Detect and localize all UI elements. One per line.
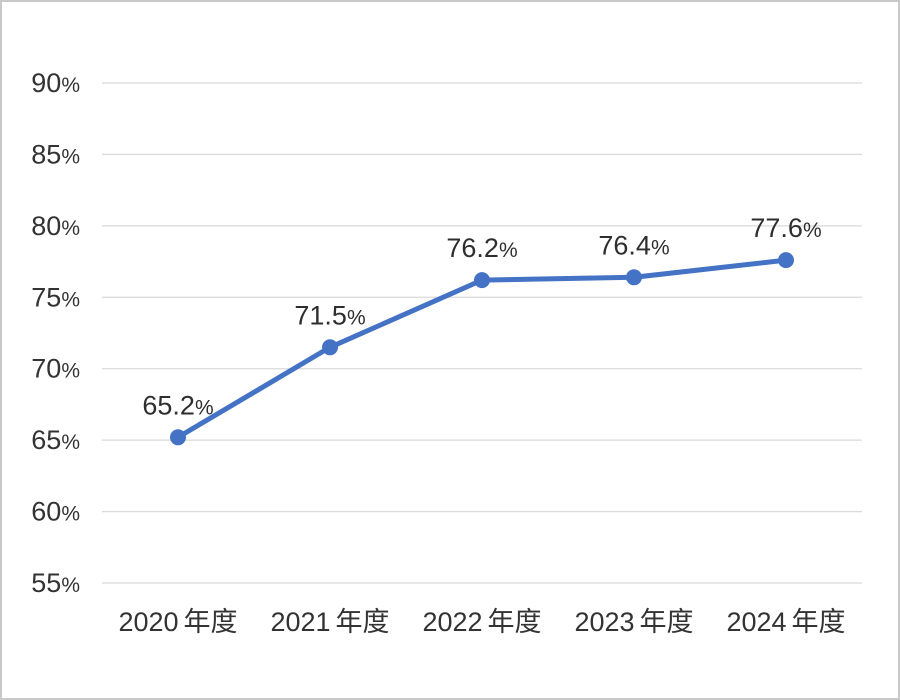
data-point-label: 65.2% — [142, 390, 213, 420]
data-point-marker — [626, 269, 642, 286]
y-axis-tick-label: 55% — [31, 568, 80, 598]
x-axis-category-label: 2020 年度 — [118, 607, 237, 637]
x-axis-category-label: 2023 年度 — [574, 607, 693, 637]
data-point-marker — [778, 252, 794, 269]
y-axis-tick-label: 60% — [31, 497, 80, 527]
y-axis-tick-label: 75% — [31, 282, 80, 312]
y-axis-tick-label: 80% — [31, 211, 80, 241]
data-point-marker — [322, 339, 338, 356]
x-axis-category-label: 2021 年度 — [270, 607, 389, 637]
y-axis-tick-label: 70% — [31, 354, 80, 384]
y-axis-tick-label: 85% — [31, 139, 80, 169]
data-point-label: 76.2% — [446, 233, 517, 263]
data-point-label: 76.4% — [598, 230, 669, 260]
x-axis-category-label: 2022 年度 — [422, 607, 541, 637]
x-axis-category-label: 2024 年度 — [726, 607, 845, 637]
data-point-marker — [170, 429, 186, 446]
y-axis-tick-label: 90% — [31, 68, 80, 98]
data-point-label: 71.5% — [294, 300, 365, 330]
data-point-marker — [474, 272, 490, 289]
y-axis-tick-label: 65% — [31, 425, 80, 455]
data-point-label: 77.6% — [750, 213, 821, 243]
